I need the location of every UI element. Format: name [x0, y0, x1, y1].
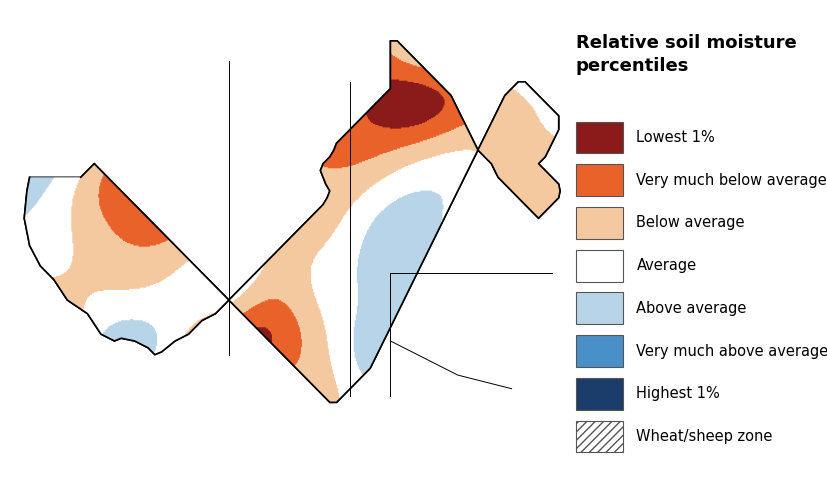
- FancyBboxPatch shape: [576, 335, 624, 367]
- Text: Below average: Below average: [637, 216, 745, 230]
- FancyBboxPatch shape: [576, 378, 624, 409]
- Text: Relative soil moisture
percentiles: Relative soil moisture percentiles: [576, 34, 796, 75]
- FancyBboxPatch shape: [576, 292, 624, 325]
- Text: Very much above average: Very much above average: [637, 344, 827, 358]
- FancyBboxPatch shape: [576, 207, 624, 239]
- Text: Very much below average: Very much below average: [637, 173, 827, 188]
- Text: Average: Average: [637, 258, 696, 273]
- FancyBboxPatch shape: [576, 420, 624, 453]
- Text: Above average: Above average: [637, 301, 747, 316]
- FancyBboxPatch shape: [576, 122, 624, 154]
- FancyBboxPatch shape: [576, 249, 624, 282]
- Text: Wheat/sheep zone: Wheat/sheep zone: [637, 429, 773, 444]
- FancyBboxPatch shape: [576, 164, 624, 196]
- Text: Highest 1%: Highest 1%: [637, 386, 720, 401]
- Polygon shape: [24, 41, 560, 402]
- Text: Lowest 1%: Lowest 1%: [637, 130, 715, 145]
